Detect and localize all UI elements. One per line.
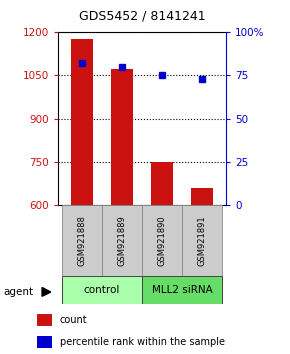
Text: MLL2 siRNA: MLL2 siRNA [152, 285, 213, 295]
Bar [62, 205, 102, 276]
Text: percentile rank within the sample: percentile rank within the sample [60, 337, 225, 347]
Text: GSM921888: GSM921888 [77, 215, 86, 266]
Bar [102, 205, 142, 276]
Polygon shape [42, 287, 51, 296]
Text: agent: agent [3, 287, 33, 297]
Bar [37, 336, 52, 348]
Text: GSM921890: GSM921890 [158, 215, 167, 266]
Text: GSM921889: GSM921889 [117, 215, 126, 266]
Bar [111, 69, 133, 205]
Bar [142, 205, 182, 276]
Bar [71, 39, 93, 205]
Text: control: control [84, 285, 120, 295]
Bar [37, 314, 52, 326]
Bar [151, 162, 173, 205]
Bar [142, 276, 222, 304]
Bar [191, 188, 213, 205]
Text: count: count [60, 315, 87, 325]
Text: GDS5452 / 8141241: GDS5452 / 8141241 [79, 10, 205, 22]
Bar [182, 205, 222, 276]
Text: GSM921891: GSM921891 [198, 215, 207, 266]
Bar [62, 276, 142, 304]
